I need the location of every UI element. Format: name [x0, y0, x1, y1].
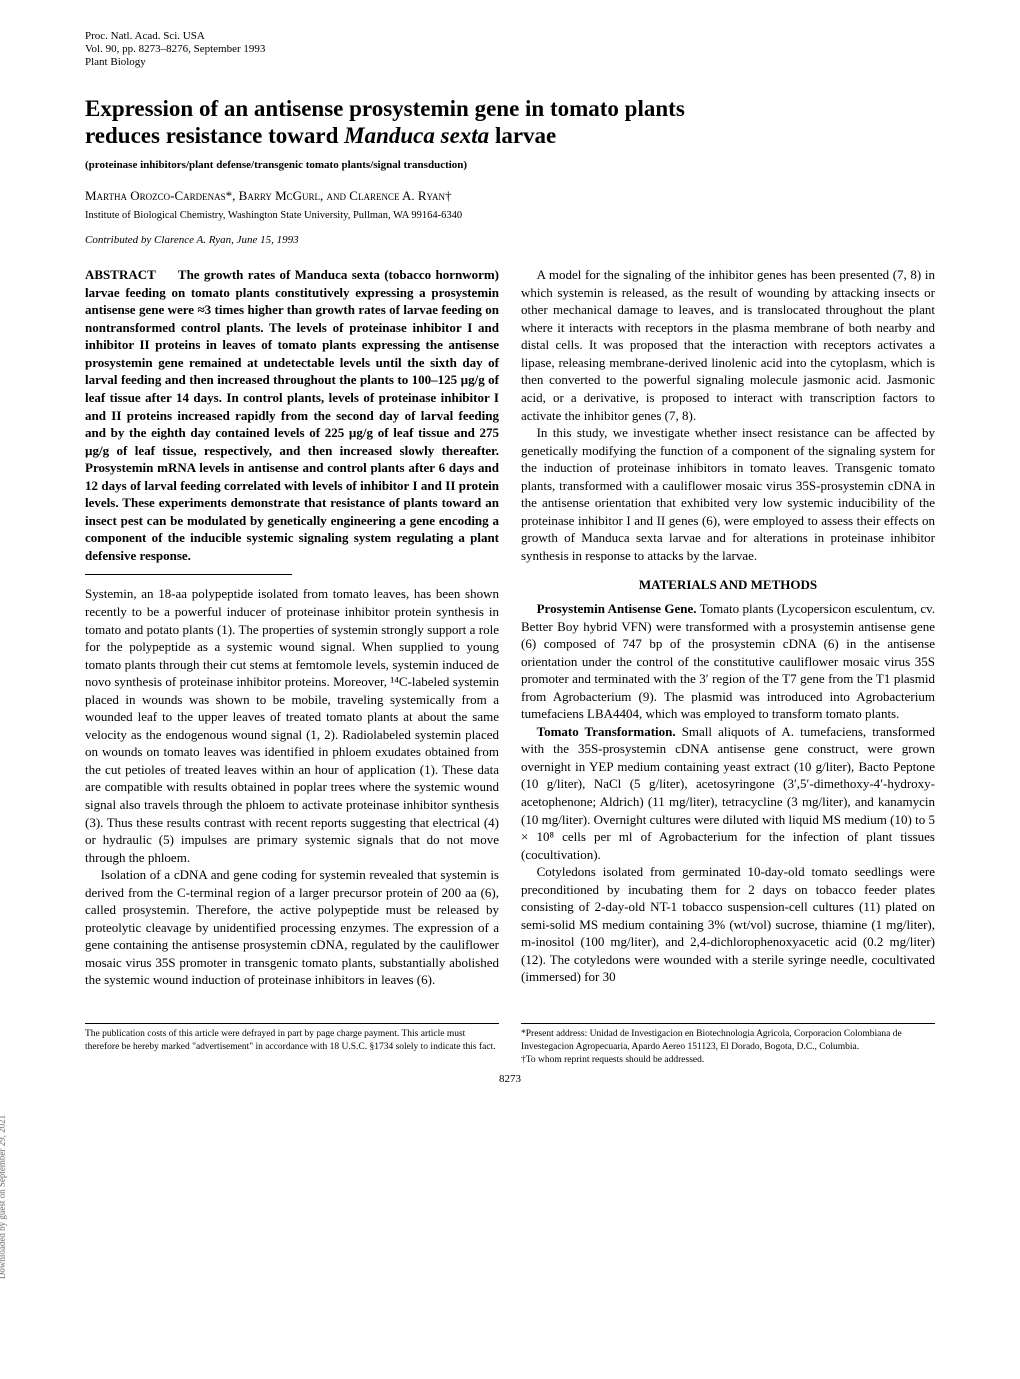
section-name: Plant Biology	[85, 56, 935, 69]
download-note: Downloaded by guest on September 29, 202…	[0, 1115, 8, 1279]
intro-p2: Isolation of a cDNA and gene coding for …	[85, 866, 499, 989]
abstract-label: ABSTRACT	[85, 267, 156, 282]
intro-p1: Systemin, an 18-aa polypeptide isolated …	[85, 585, 499, 866]
volume-info: Vol. 90, pp. 8273–8276, September 1993	[85, 43, 935, 56]
authors: Martha Orozco-Cardenas*, Barry McGurl, a…	[85, 187, 935, 205]
methods-p2-text: Small aliquots of A. tumefaciens, transf…	[521, 724, 935, 862]
page-number: 8273	[85, 1072, 935, 1087]
intro-p4: In this study, we investigate whether in…	[521, 424, 935, 564]
separator	[85, 574, 292, 575]
article-title: Expression of an antisense prosystemin g…	[85, 95, 935, 150]
intro-p3: A model for the signaling of the inhibit…	[521, 266, 935, 424]
methods-heading: MATERIALS AND METHODS	[521, 576, 935, 594]
subtitle-keywords: (proteinase inhibitors/plant defense/tra…	[85, 158, 935, 173]
abstract-text: The growth rates of Manduca sexta (tobac…	[85, 267, 499, 563]
contributed-by: Contributed by Clarence A. Ryan, June 15…	[85, 233, 935, 248]
footer-left: The publication costs of this article we…	[85, 1023, 499, 1066]
footnote-dagger: †To whom reprint requests should be addr…	[521, 1054, 935, 1067]
methods-p1-text: Tomato plants (Lycopersicon esculentum, …	[521, 601, 935, 721]
article-body: ABSTRACT The growth rates of Manduca sex…	[85, 266, 935, 989]
methods-p1: Prosystemin Antisense Gene. Tomato plant…	[521, 600, 935, 723]
journal-header: Proc. Natl. Acad. Sci. USA Vol. 90, pp. …	[85, 30, 935, 70]
methods-p1-label: Prosystemin Antisense Gene.	[537, 601, 697, 616]
title-line2-pre: reduces resistance toward	[85, 123, 344, 148]
abstract-block: ABSTRACT The growth rates of Manduca sex…	[85, 266, 499, 564]
title-line2-italic: Manduca sexta	[344, 123, 489, 148]
footnote-asterisk: *Present address: Unidad de Investigacio…	[521, 1028, 935, 1054]
title-line2-post: larvae	[489, 123, 556, 148]
title-line1: Expression of an antisense prosystemin g…	[85, 96, 685, 121]
journal-name: Proc. Natl. Acad. Sci. USA	[85, 30, 935, 43]
affiliation: Institute of Biological Chemistry, Washi…	[85, 209, 935, 223]
methods-p2-label: Tomato Transformation.	[537, 724, 676, 739]
methods-p3: Cotyledons isolated from germinated 10-d…	[521, 863, 935, 986]
methods-p2: Tomato Transformation. Small aliquots of…	[521, 723, 935, 863]
footer-right: *Present address: Unidad de Investigacio…	[521, 1023, 935, 1066]
